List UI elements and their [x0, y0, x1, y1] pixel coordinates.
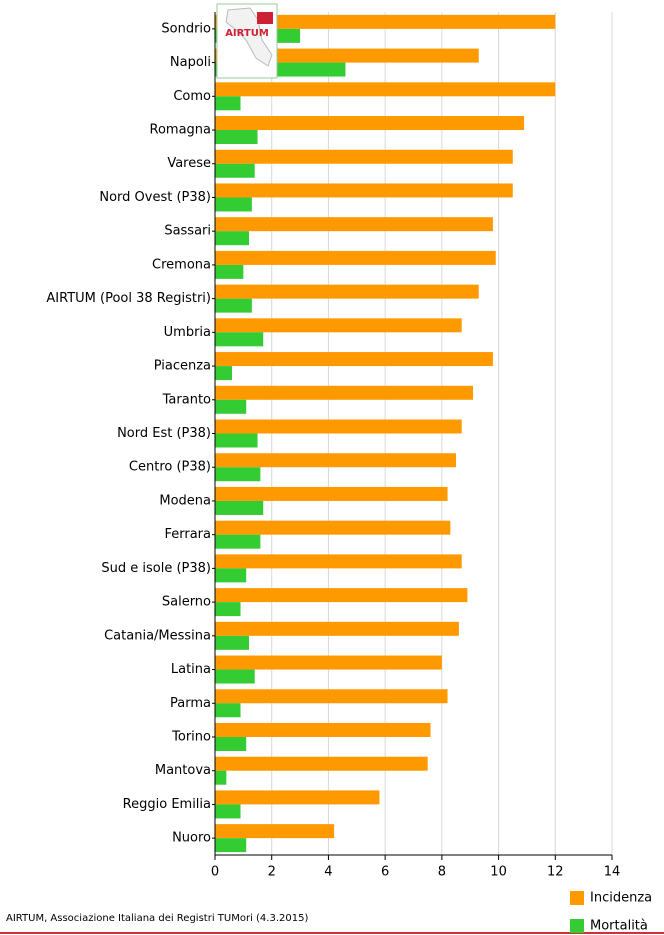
- y-tick-label: Nuoro: [172, 831, 211, 846]
- y-tick-label: Nord Est (P38): [117, 426, 211, 441]
- bar: [215, 534, 261, 549]
- x-tick-label: 10: [490, 865, 507, 880]
- bar: [215, 96, 241, 111]
- bar: [215, 183, 513, 198]
- y-tick-label: Catania/Messina: [104, 628, 211, 643]
- legend-label: Mortalità: [590, 919, 648, 934]
- y-tick-label: Modena: [159, 493, 211, 508]
- bar: [215, 588, 468, 603]
- bar: [215, 486, 448, 501]
- bar: [215, 332, 264, 347]
- bar: [215, 756, 428, 771]
- bar: [215, 669, 255, 684]
- bar: [215, 385, 474, 400]
- bar: [215, 453, 457, 468]
- bar: [215, 500, 264, 515]
- x-tick-label: 6: [381, 865, 389, 880]
- bar: [215, 703, 241, 718]
- y-tick-label: Sassari: [164, 224, 211, 239]
- bar: [215, 520, 451, 535]
- bar: [215, 467, 261, 482]
- logo-square: [257, 12, 273, 24]
- bar: [215, 602, 241, 617]
- y-tick-label: Ferrara: [164, 527, 211, 542]
- y-tick-label: Salerno: [162, 595, 211, 610]
- bar: [215, 770, 227, 785]
- bar: [215, 231, 250, 246]
- bar: [215, 736, 247, 751]
- y-tick-label: Como: [173, 89, 211, 104]
- bar: [215, 419, 462, 434]
- bar: [215, 298, 252, 313]
- bar: [215, 838, 247, 853]
- bar: [215, 433, 258, 448]
- y-tick-label: AIRTUM (Pool 38 Registri): [46, 291, 211, 306]
- bar: [215, 217, 493, 232]
- bar: [215, 14, 556, 29]
- y-tick-label: Torino: [171, 729, 211, 744]
- footer: AIRTUM, Associazione Italiana dei Regist…: [6, 913, 308, 924]
- legend-swatch: [570, 891, 584, 905]
- x-tick-label: 12: [547, 865, 564, 880]
- bar: [215, 554, 462, 569]
- bar: [215, 635, 250, 650]
- bar: [215, 318, 462, 333]
- y-tick-label: Sondrio: [161, 21, 211, 36]
- y-tick-label: Centro (P38): [129, 460, 211, 475]
- y-tick-label: Cremona: [152, 257, 211, 272]
- y-tick-label: Parma: [170, 696, 211, 711]
- x-tick-label: 0: [211, 865, 219, 880]
- bar: [215, 264, 244, 279]
- y-tick-label: Romagna: [150, 123, 212, 138]
- legend-label: Incidenza: [590, 891, 652, 906]
- bar: [215, 284, 479, 299]
- bar: [215, 824, 335, 839]
- bar: [215, 790, 380, 805]
- y-tick-label: Piacenza: [154, 359, 211, 374]
- bar: [215, 116, 525, 131]
- legend-swatch: [570, 919, 584, 933]
- bar: [215, 48, 479, 63]
- y-tick-label: Taranto: [162, 392, 211, 407]
- bar: [215, 352, 493, 367]
- bar: [215, 655, 442, 670]
- y-tick-label: Latina: [171, 662, 211, 677]
- bar: [215, 163, 255, 178]
- bar: [215, 804, 241, 819]
- bar: [215, 250, 496, 265]
- x-tick-label: 14: [604, 865, 621, 880]
- bar: [215, 399, 247, 414]
- x-tick-label: 4: [324, 865, 332, 880]
- bar: [215, 130, 258, 145]
- logo-map: [225, 7, 273, 67]
- y-tick-label: Umbria: [164, 325, 211, 340]
- y-tick-label: Sud e isole (P38): [101, 561, 211, 576]
- bar: [215, 568, 247, 583]
- y-tick-label: Reggio Emilia: [123, 797, 211, 812]
- logo-text: AIRTUM: [225, 28, 269, 39]
- y-tick-label: Nord Ovest (P38): [99, 190, 211, 205]
- bar: [215, 197, 252, 212]
- bar: [215, 149, 513, 164]
- y-tick-label: Napoli: [170, 55, 211, 70]
- x-tick-label: 2: [268, 865, 276, 880]
- y-tick-label: Varese: [167, 156, 211, 171]
- bar: [215, 621, 459, 636]
- y-tick-label: Mantova: [155, 763, 211, 778]
- bar: [215, 722, 431, 737]
- bar: [215, 82, 556, 97]
- bar: [215, 689, 448, 704]
- bar: [215, 366, 233, 381]
- x-tick-label: 8: [438, 865, 446, 880]
